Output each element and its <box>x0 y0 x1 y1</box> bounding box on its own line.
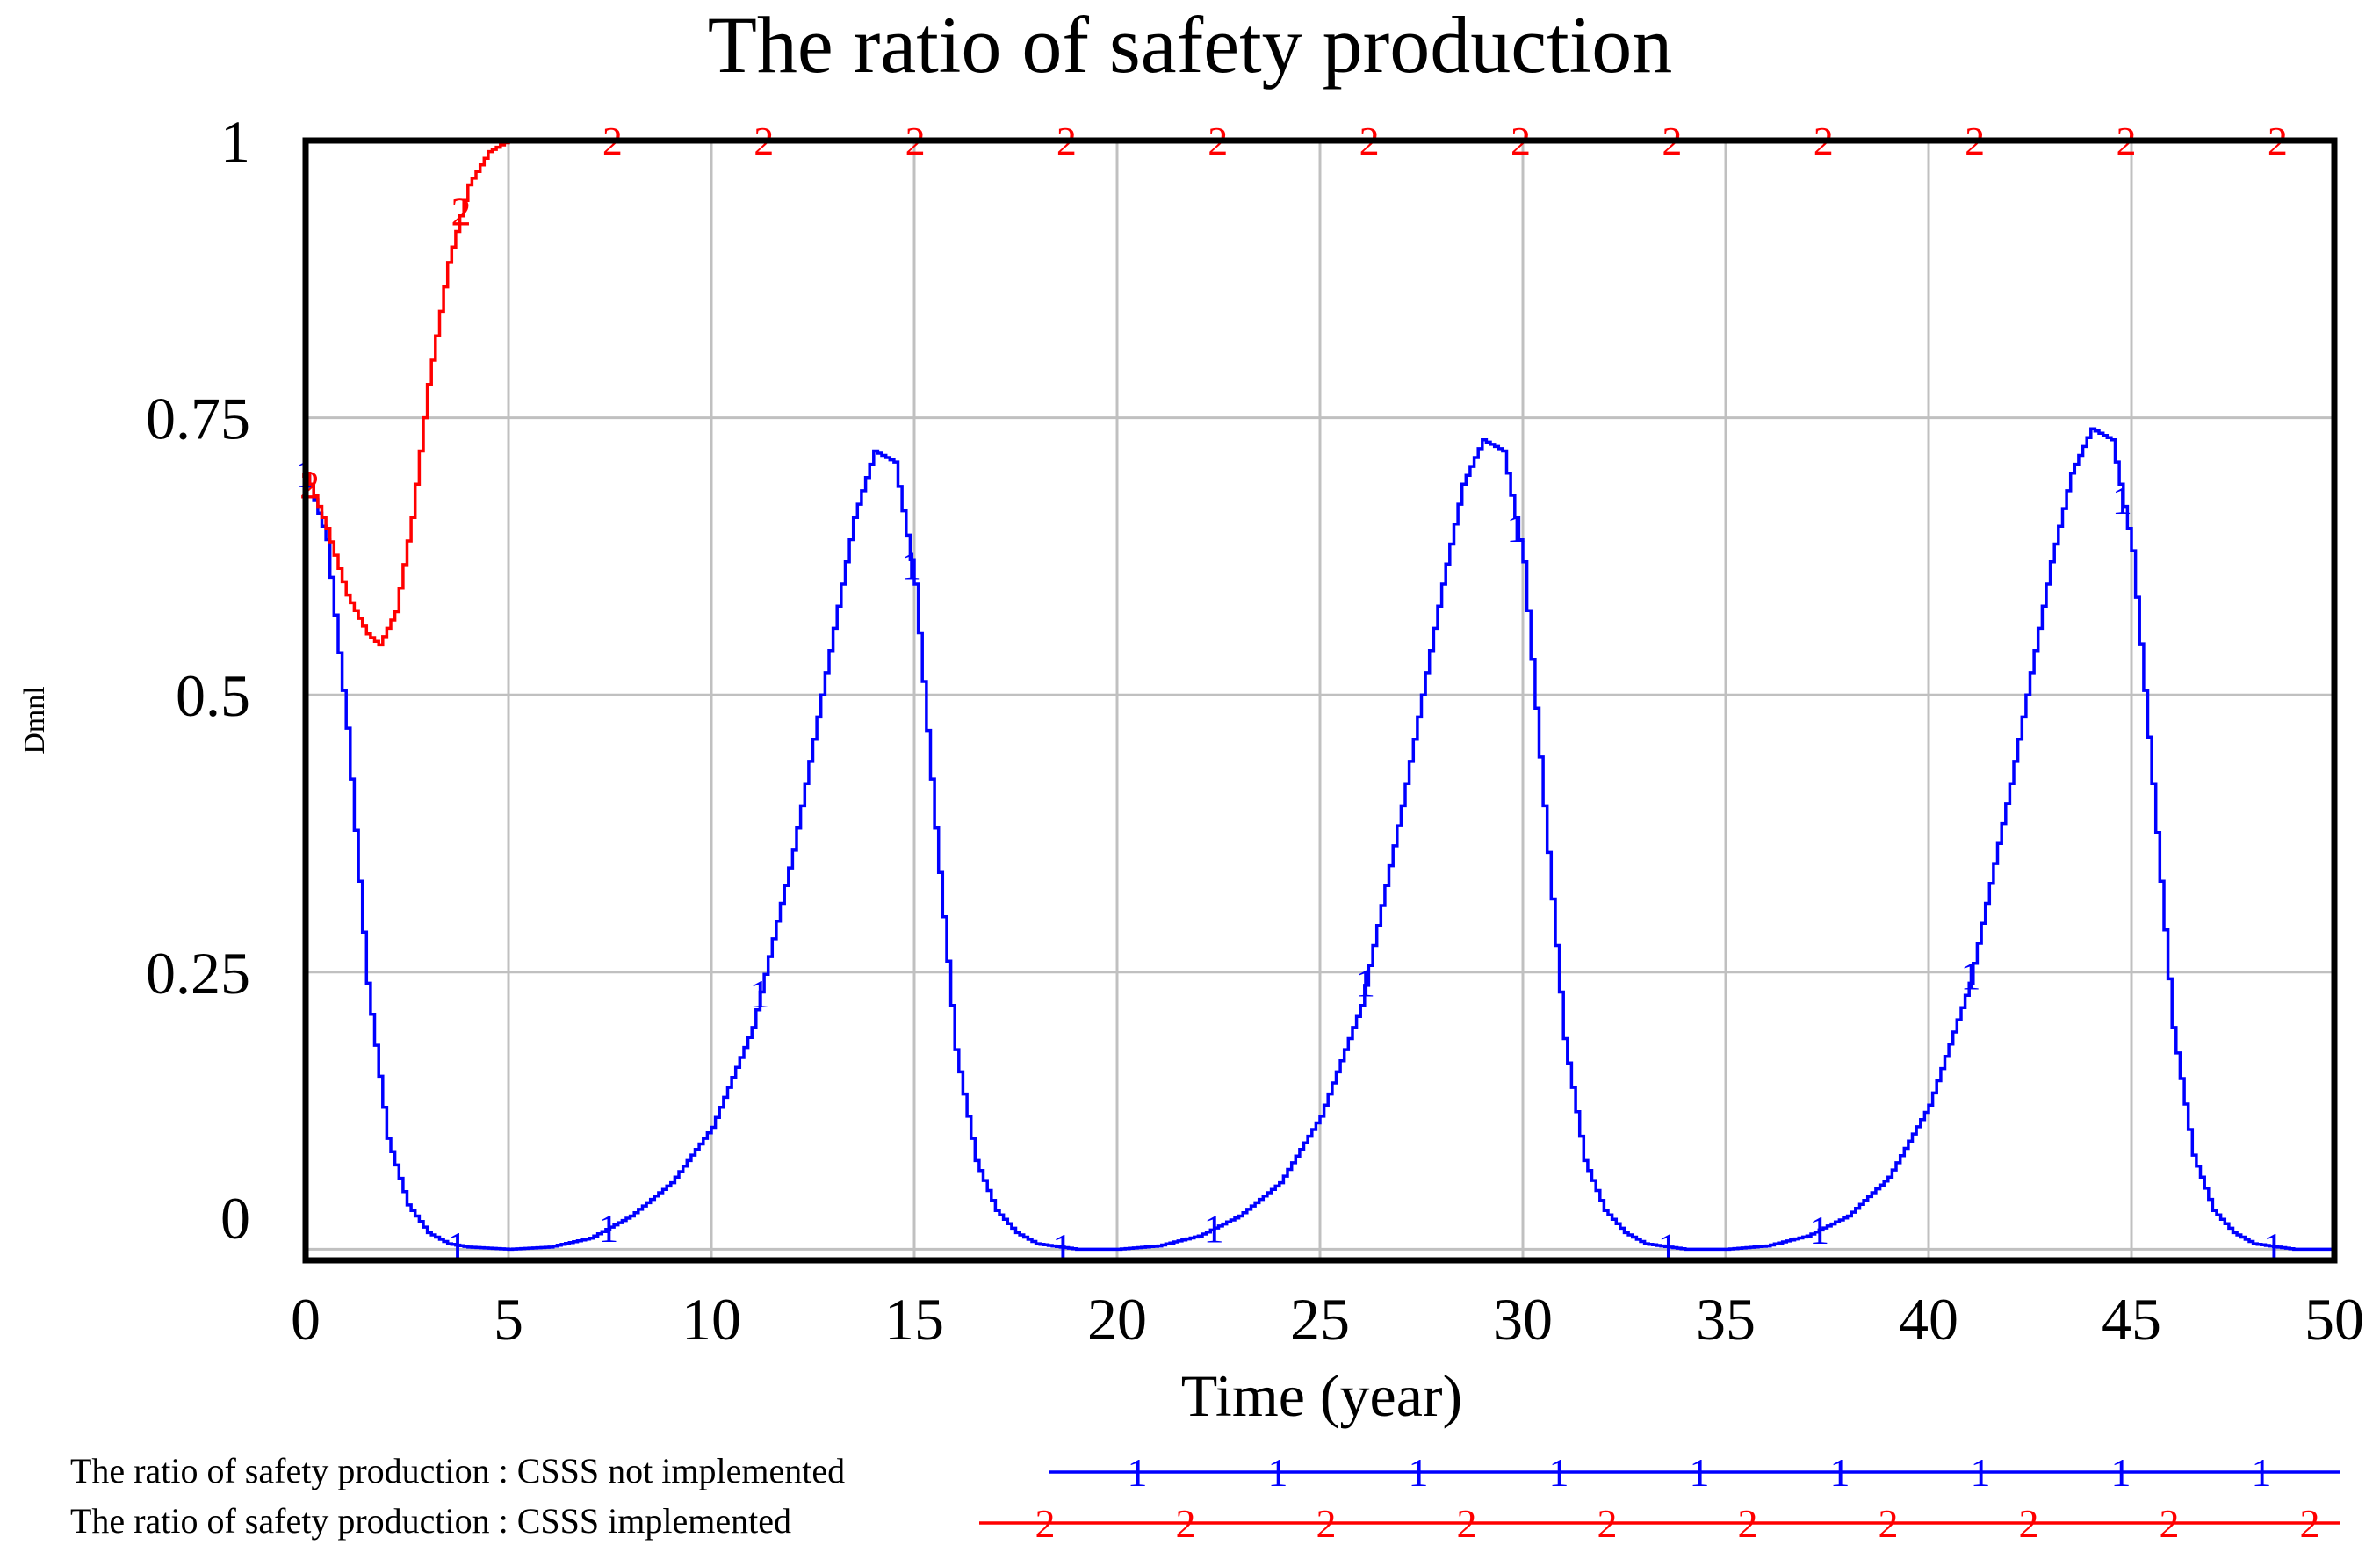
series-1-marker: 1 <box>1506 506 1526 551</box>
y-tick-label-0.75: 0.75 <box>146 386 250 452</box>
legend-marker-2: 2 <box>2300 1501 2320 1546</box>
legend-marker-2: 2 <box>1738 1501 1758 1546</box>
x-tick-label-45: 45 <box>2102 1286 2161 1353</box>
x-axis-label: Time (year) <box>1181 1362 1462 1429</box>
series-1-marker: 1 <box>1052 1225 1072 1270</box>
series-1-marker: 1 <box>750 971 770 1016</box>
series-line-1 <box>306 427 2334 1252</box>
series-1-marker: 1 <box>447 1223 467 1268</box>
axis-ticks: 0 5 10 15 20 25 30 35 40 45 50 0 0.25 0.5 0.75 1 <box>146 108 2364 1353</box>
series-1-marker: 1 <box>598 1206 618 1251</box>
plot-frame <box>302 137 2338 1264</box>
series-1-marker: 1 <box>1809 1208 1829 1252</box>
legend-marker-2: 2 <box>1457 1501 1477 1546</box>
series-1-marker: 1 <box>2112 478 2132 523</box>
legend-marker-2: 2 <box>2019 1501 2039 1546</box>
legend-marker-1: 1 <box>1268 1450 1288 1495</box>
legend: The ratio of safety production : CSSS no… <box>70 1450 2340 1546</box>
legend-label-1: The ratio of safety production : CSSS no… <box>70 1451 845 1490</box>
x-tick-label-50: 50 <box>2304 1286 2364 1353</box>
legend-marker-1: 1 <box>1690 1450 1710 1495</box>
legend-marker-2: 2 <box>1316 1501 1337 1546</box>
series-2-marker: 2 <box>451 189 471 234</box>
x-tick-label-30: 30 <box>1493 1286 1553 1353</box>
grid <box>306 141 2334 1260</box>
legend-marker-2: 2 <box>1879 1501 1899 1546</box>
legend-marker-2: 2 <box>1176 1501 1196 1546</box>
series-1-marker: 1 <box>1960 954 1980 999</box>
legend-marker-1: 1 <box>2252 1450 2272 1495</box>
series-1-marker: 1 <box>1204 1206 1224 1251</box>
x-tick-label-35: 35 <box>1696 1286 1756 1353</box>
y-tick-label-1: 1 <box>220 108 250 175</box>
legend-marker-1: 1 <box>1409 1450 1429 1495</box>
legend-marker-2: 2 <box>1035 1501 1056 1546</box>
chart-title: The ratio of safety production <box>708 0 1673 90</box>
x-tick-label-25: 25 <box>1290 1286 1350 1353</box>
series-1-marker: 1 <box>901 544 921 588</box>
x-tick-label-40: 40 <box>1899 1286 1958 1353</box>
x-tick-label-0: 0 <box>291 1286 321 1353</box>
x-tick-label-20: 20 <box>1087 1286 1147 1353</box>
legend-marker-1: 1 <box>1128 1450 1148 1495</box>
x-tick-label-15: 15 <box>884 1286 944 1353</box>
legend-label-2: The ratio of safety production : CSSS im… <box>70 1501 791 1541</box>
y-tick-label-0.5: 0.5 <box>176 662 250 729</box>
series-1-marker: 1 <box>1355 960 1375 1005</box>
legend-marker-1: 1 <box>1549 1450 1569 1495</box>
legend-marker-1: 1 <box>1971 1450 1991 1495</box>
y-tick-label-0.25: 0.25 <box>146 940 250 1007</box>
y-tick-label-0: 0 <box>220 1185 250 1252</box>
legend-marker-2: 2 <box>2160 1501 2180 1546</box>
x-tick-label-10: 10 <box>682 1286 741 1353</box>
y-axis-label: Dmnl <box>18 686 51 754</box>
legend-marker-1: 1 <box>2111 1450 2131 1495</box>
legend-marker-2: 2 <box>1597 1501 1618 1546</box>
x-tick-label-5: 5 <box>494 1286 523 1353</box>
legend-marker-1: 1 <box>1830 1450 1850 1495</box>
